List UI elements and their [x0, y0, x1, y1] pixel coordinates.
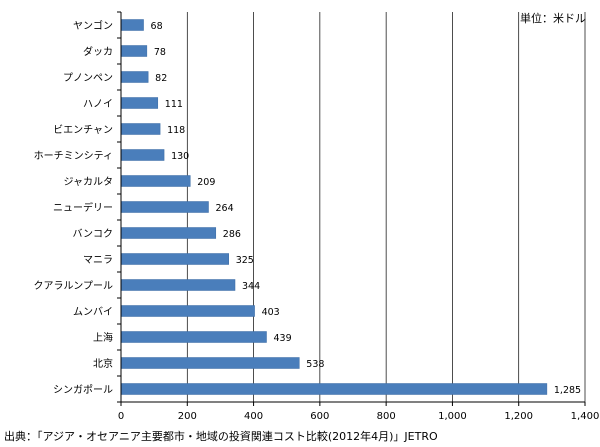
bar-5	[120, 149, 165, 161]
bar-2	[120, 71, 149, 83]
unit-label: 単位：米ドル	[520, 12, 586, 25]
value-labels: 68 78 82 111 118 130 209 264 286 325 344 403 439 538 1…	[151, 21, 582, 396]
category-label: バンコク	[73, 228, 114, 240]
category-label: ムンバイ	[73, 306, 113, 318]
x-axis: 0 200 400 600 800 1,000 1,200 1,400	[117, 11, 600, 422]
category-label: シンガポール	[53, 384, 113, 396]
category-label: ダッカ	[83, 45, 113, 58]
value-label: 78	[154, 47, 166, 58]
category-labels: ヤンゴンダッカプノンペンハノイビエンチャンホーチミンシティジャカルタニューデリー…	[34, 19, 114, 396]
bar-12	[120, 331, 267, 343]
bar-3	[120, 97, 159, 109]
bar-0	[120, 19, 144, 31]
category-label: ヤンゴン	[73, 19, 113, 32]
category-label: ホーチミンシティ	[34, 150, 113, 162]
category-label: ニューデリー	[53, 201, 113, 214]
bar-6	[120, 175, 191, 187]
value-label: 344	[242, 281, 260, 292]
category-label: 上海	[93, 331, 113, 344]
value-label: 1,285	[554, 385, 581, 396]
bar-11	[120, 305, 255, 317]
bar-4	[120, 123, 161, 135]
value-label: 264	[215, 203, 233, 214]
x-tick-label: 800	[377, 411, 396, 422]
value-label: 130	[171, 151, 189, 162]
category-label: ビエンチャン	[53, 124, 113, 136]
category-label: 北京	[93, 357, 113, 370]
x-tick-label: 1,400	[571, 411, 600, 422]
gridlines	[186, 12, 586, 402]
bar-9	[120, 253, 229, 265]
value-label: 439	[273, 333, 291, 344]
x-tick-label: 1,000	[438, 411, 467, 422]
bar-10	[120, 279, 236, 291]
x-tick-label: 600	[310, 411, 329, 422]
value-label: 538	[306, 359, 324, 370]
value-label: 403	[262, 307, 280, 318]
bars	[120, 19, 548, 395]
x-tick-label: 200	[178, 411, 197, 422]
value-label: 286	[223, 229, 241, 240]
value-label: 325	[236, 255, 254, 266]
category-label: プノンペン	[63, 72, 113, 84]
category-label: マニラ	[83, 254, 113, 266]
category-label: クアラルンプール	[34, 280, 114, 292]
source-note: 出典：「アジア・オセアニア主要都市・地域の投資関連コスト比較(2012年4月)」…	[4, 430, 438, 443]
bar-8	[120, 227, 217, 239]
x-tick-label: 1,200	[504, 411, 533, 422]
x-tick-label: 0	[118, 411, 124, 422]
value-label: 68	[151, 21, 163, 32]
bar-1	[120, 45, 148, 57]
value-label: 111	[165, 99, 183, 110]
bar-14	[120, 383, 548, 395]
category-label: ハノイ	[83, 99, 113, 110]
value-label: 82	[155, 73, 167, 84]
value-label: 209	[197, 177, 215, 188]
bar-13	[120, 357, 300, 369]
x-tick-label: 400	[244, 411, 263, 422]
bar-7	[120, 201, 209, 213]
category-label: ジャカルタ	[64, 176, 114, 188]
value-label: 118	[167, 125, 185, 136]
